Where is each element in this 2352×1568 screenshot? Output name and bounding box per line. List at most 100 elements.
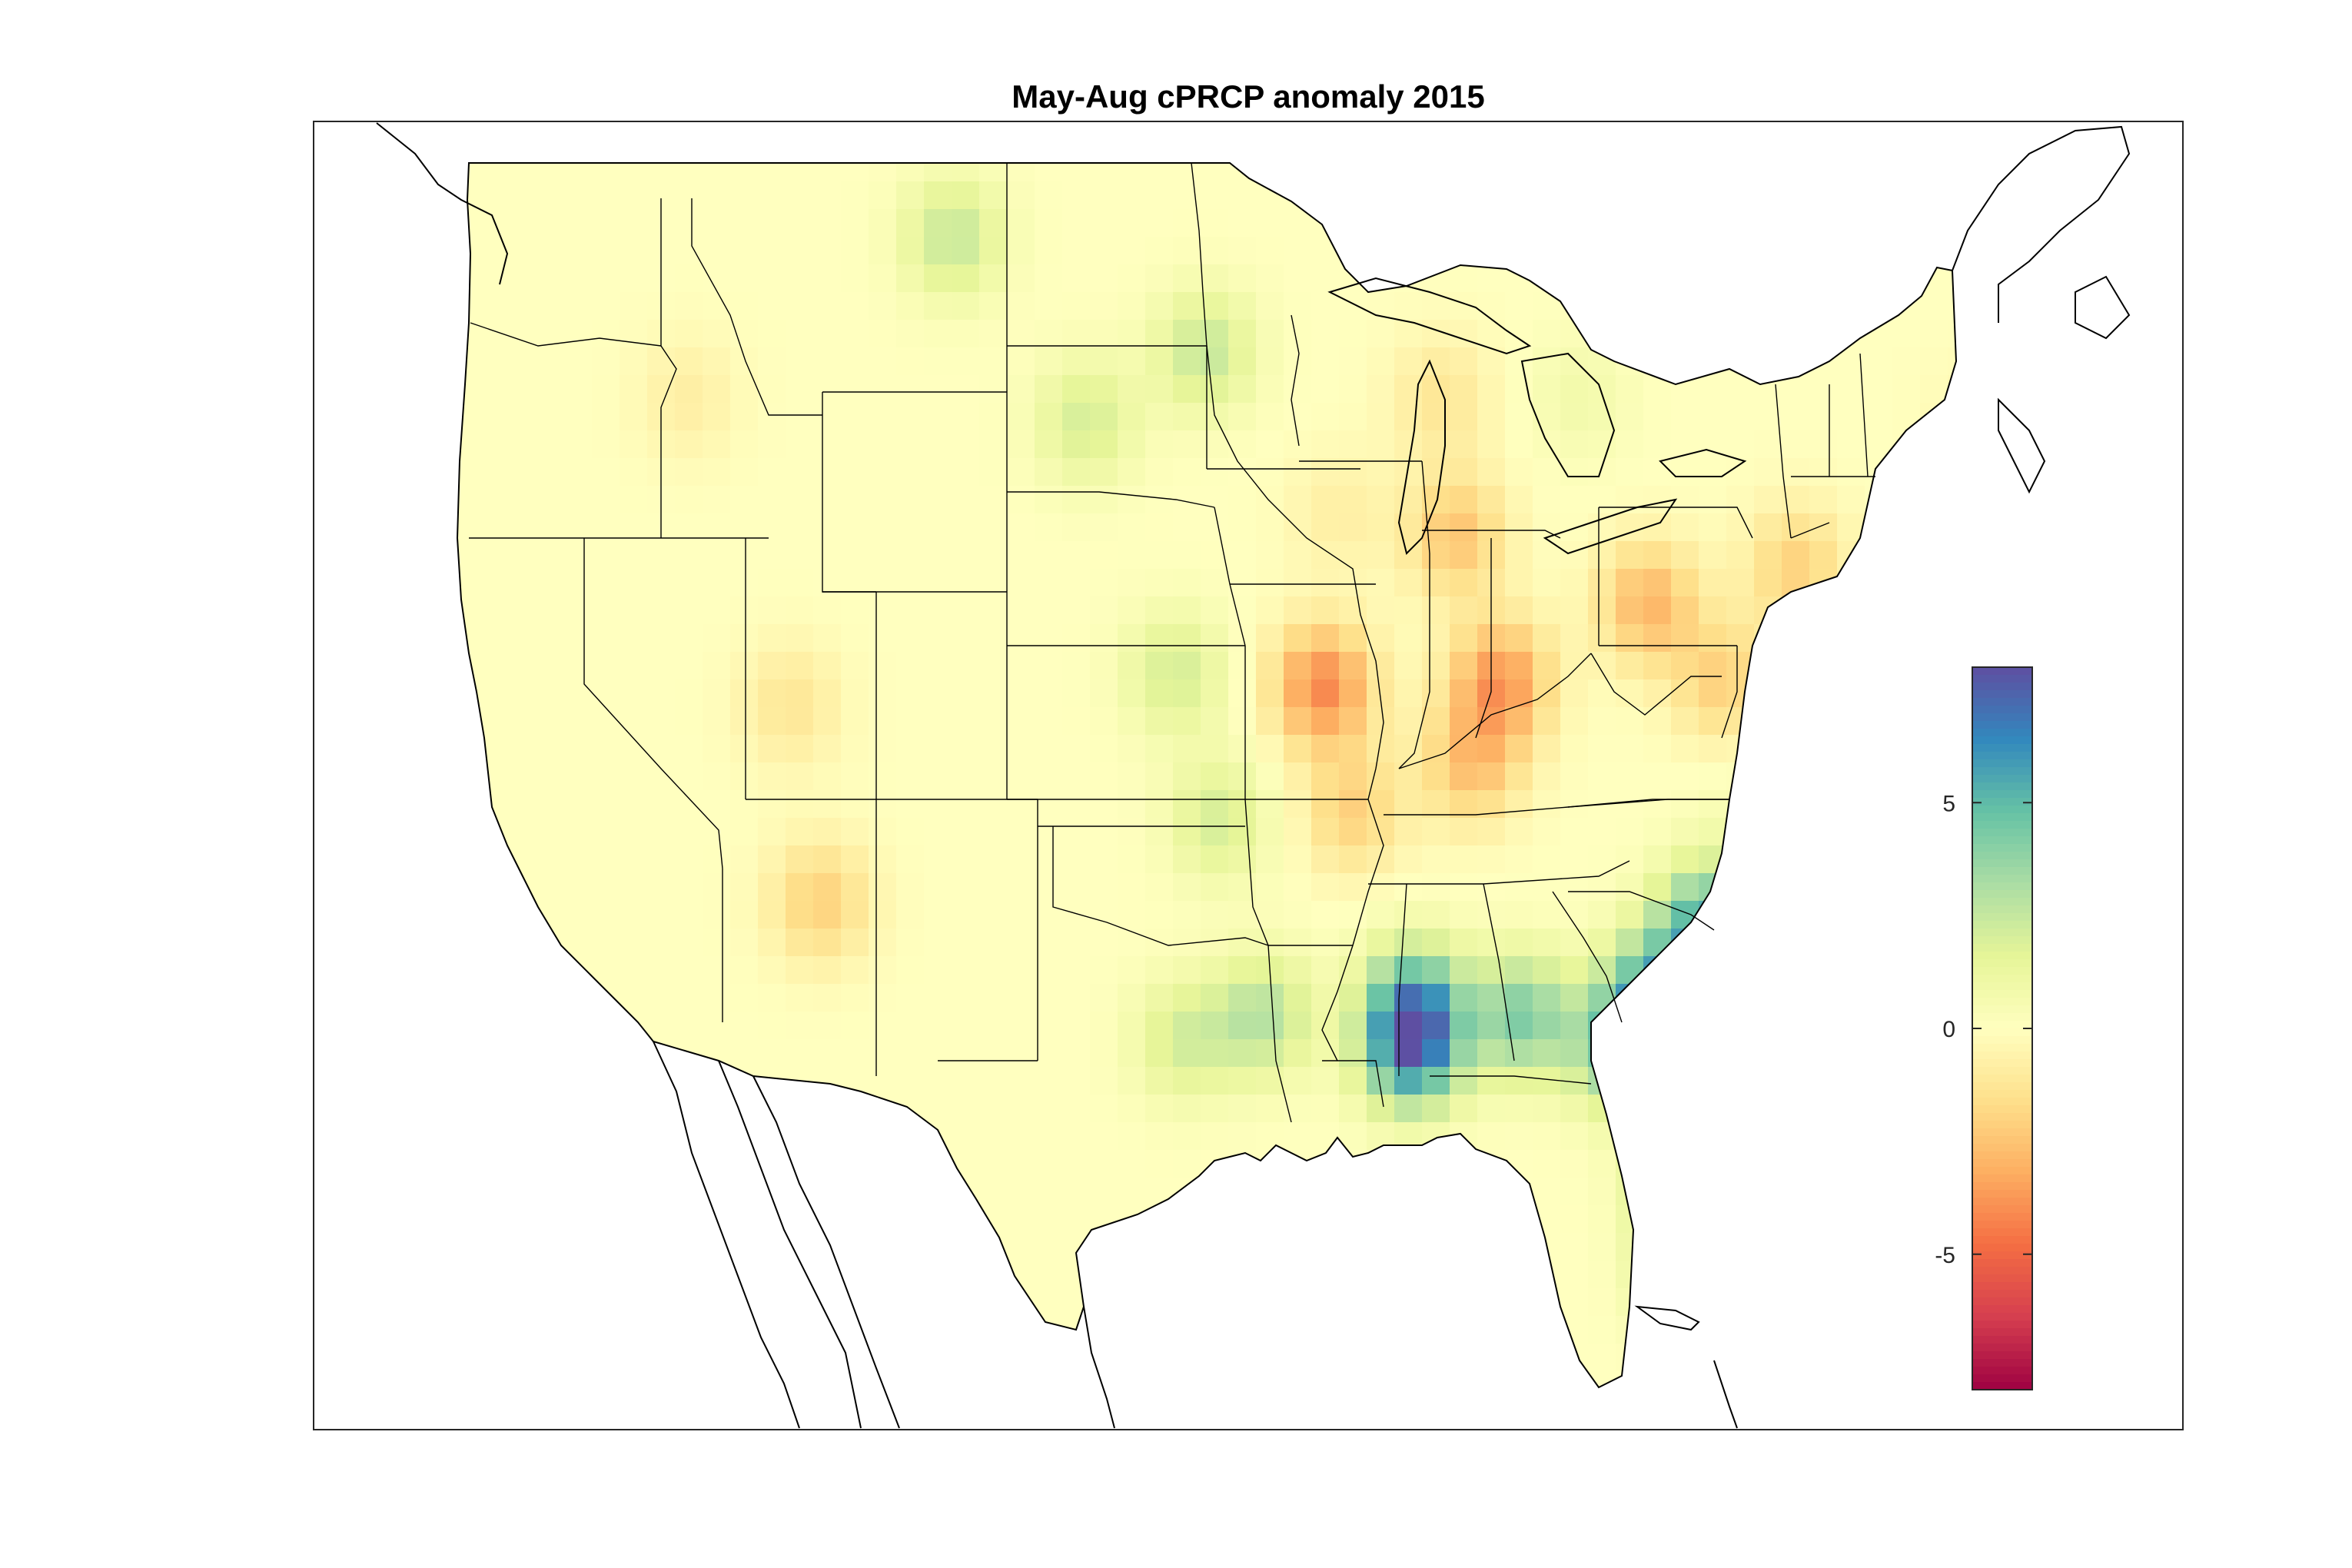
- anomaly-cell: [1533, 596, 1561, 625]
- anomaly-cell: [1699, 624, 1727, 653]
- anomaly-cell: [1118, 569, 1146, 597]
- anomaly-cell: [1090, 1095, 1118, 1123]
- anomaly-cell: [758, 163, 786, 182]
- anomaly-cell: [1035, 486, 1063, 514]
- anomaly-cell: [675, 458, 703, 487]
- anomaly-cell: [1754, 486, 1782, 514]
- anomaly-cell: [1367, 762, 1395, 791]
- anomaly-cell: [786, 320, 814, 348]
- colorbar-step: [1972, 1382, 2032, 1390]
- anomaly-cell: [1588, 486, 1616, 514]
- anomaly-cell: [675, 596, 703, 625]
- anomaly-cell: [1699, 652, 1727, 680]
- anomaly-cell: [703, 458, 731, 487]
- anomaly-cell: [1367, 403, 1395, 431]
- anomaly-cell: [1035, 873, 1063, 902]
- anomaly-cell: [979, 818, 1008, 846]
- anomaly-cell: [1339, 818, 1367, 846]
- anomaly-cell: [924, 569, 952, 597]
- anomaly-cell: [896, 624, 925, 653]
- anomaly-cell: [1228, 320, 1257, 348]
- anomaly-cell: [481, 430, 510, 459]
- colorbar-step: [1972, 905, 2032, 914]
- anomaly-cell: [813, 929, 842, 957]
- anomaly-cell: [1201, 513, 1229, 542]
- anomaly-cell: [1809, 458, 1838, 487]
- anomaly-cell: [1062, 873, 1091, 902]
- anomaly-cell: [786, 569, 814, 597]
- anomaly-cell: [703, 929, 731, 957]
- anomaly-cell: [1533, 486, 1561, 514]
- anomaly-cell: [1533, 707, 1561, 736]
- anomaly-cell: [730, 845, 759, 874]
- anomaly-cell: [1035, 1095, 1063, 1123]
- anomaly-cell: [1450, 458, 1478, 487]
- anomaly-cell: [564, 818, 593, 846]
- anomaly-cell: [620, 707, 648, 736]
- anomaly-cell: [979, 956, 1008, 985]
- colorbar-step: [1972, 1174, 2032, 1183]
- anomaly-cell: [1118, 486, 1146, 514]
- anomaly-cell: [1560, 1288, 1589, 1317]
- anomaly-cell: [786, 458, 814, 487]
- anomaly-cell: [1339, 624, 1367, 653]
- anomaly-cell: [1118, 1067, 1146, 1095]
- anomaly-cell: [1062, 652, 1091, 680]
- anomaly-cell: [786, 624, 814, 653]
- anomaly-cell: [1118, 707, 1146, 736]
- anomaly-cell: [869, 264, 897, 293]
- anomaly-cell: [1118, 735, 1146, 763]
- anomaly-cell: [813, 679, 842, 708]
- anomaly-cell: [703, 347, 731, 376]
- anomaly-cell: [869, 818, 897, 846]
- anomaly-cell: [952, 403, 980, 431]
- anomaly-cell: [1118, 790, 1146, 819]
- anomaly-cell: [1145, 1067, 1174, 1095]
- colorbar-step: [1972, 821, 2032, 829]
- anomaly-cell: [1311, 513, 1340, 542]
- colorbar-step: [1972, 998, 2032, 1006]
- anomaly-cell: [1062, 679, 1091, 708]
- anomaly-cell: [1809, 513, 1838, 542]
- anomaly-cell: [1367, 790, 1395, 819]
- anomaly-cell: [1035, 264, 1063, 293]
- anomaly-cell: [1671, 569, 1699, 597]
- anomaly-cell: [758, 901, 786, 929]
- anomaly-cell: [1118, 292, 1146, 321]
- anomaly-cell: [1173, 652, 1201, 680]
- anomaly-cell: [979, 1067, 1008, 1095]
- anomaly-cell: [1062, 1150, 1091, 1178]
- anomaly-cell: [537, 181, 565, 210]
- anomaly-cell: [979, 596, 1008, 625]
- anomaly-cell: [952, 320, 980, 348]
- anomaly-cell: [1173, 790, 1201, 819]
- anomaly-cell: [1588, 596, 1616, 625]
- anomaly-cell: [1892, 375, 1921, 404]
- anomaly-cell: [1394, 790, 1423, 819]
- anomaly-cell: [786, 762, 814, 791]
- anomaly-cell: [1533, 818, 1561, 846]
- anomaly-cell: [592, 707, 620, 736]
- anomaly-cell: [1062, 596, 1091, 625]
- anomaly-cell: [1035, 818, 1063, 846]
- anomaly-cell: [647, 652, 676, 680]
- anomaly-cell: [1533, 458, 1561, 487]
- anomaly-cell: [758, 237, 786, 265]
- anomaly-cell: [1588, 845, 1616, 874]
- anomaly-cell: [1588, 762, 1616, 791]
- anomaly-cell: [730, 541, 759, 570]
- anomaly-cell: [952, 984, 980, 1012]
- anomaly-cell: [1505, 873, 1533, 902]
- anomaly-cell: [1256, 1039, 1284, 1068]
- anomaly-cell: [841, 181, 869, 210]
- anomaly-cell: [730, 264, 759, 293]
- anomaly-cell: [841, 1012, 869, 1040]
- anomaly-cell: [1422, 984, 1450, 1012]
- anomaly-cell: [703, 569, 731, 597]
- anomaly-cell: [1339, 762, 1367, 791]
- anomaly-cell: [869, 652, 897, 680]
- anomaly-cell: [952, 513, 980, 542]
- anomaly-cell: [1007, 209, 1035, 238]
- anomaly-cell: [481, 163, 510, 182]
- anomaly-cell: [730, 458, 759, 487]
